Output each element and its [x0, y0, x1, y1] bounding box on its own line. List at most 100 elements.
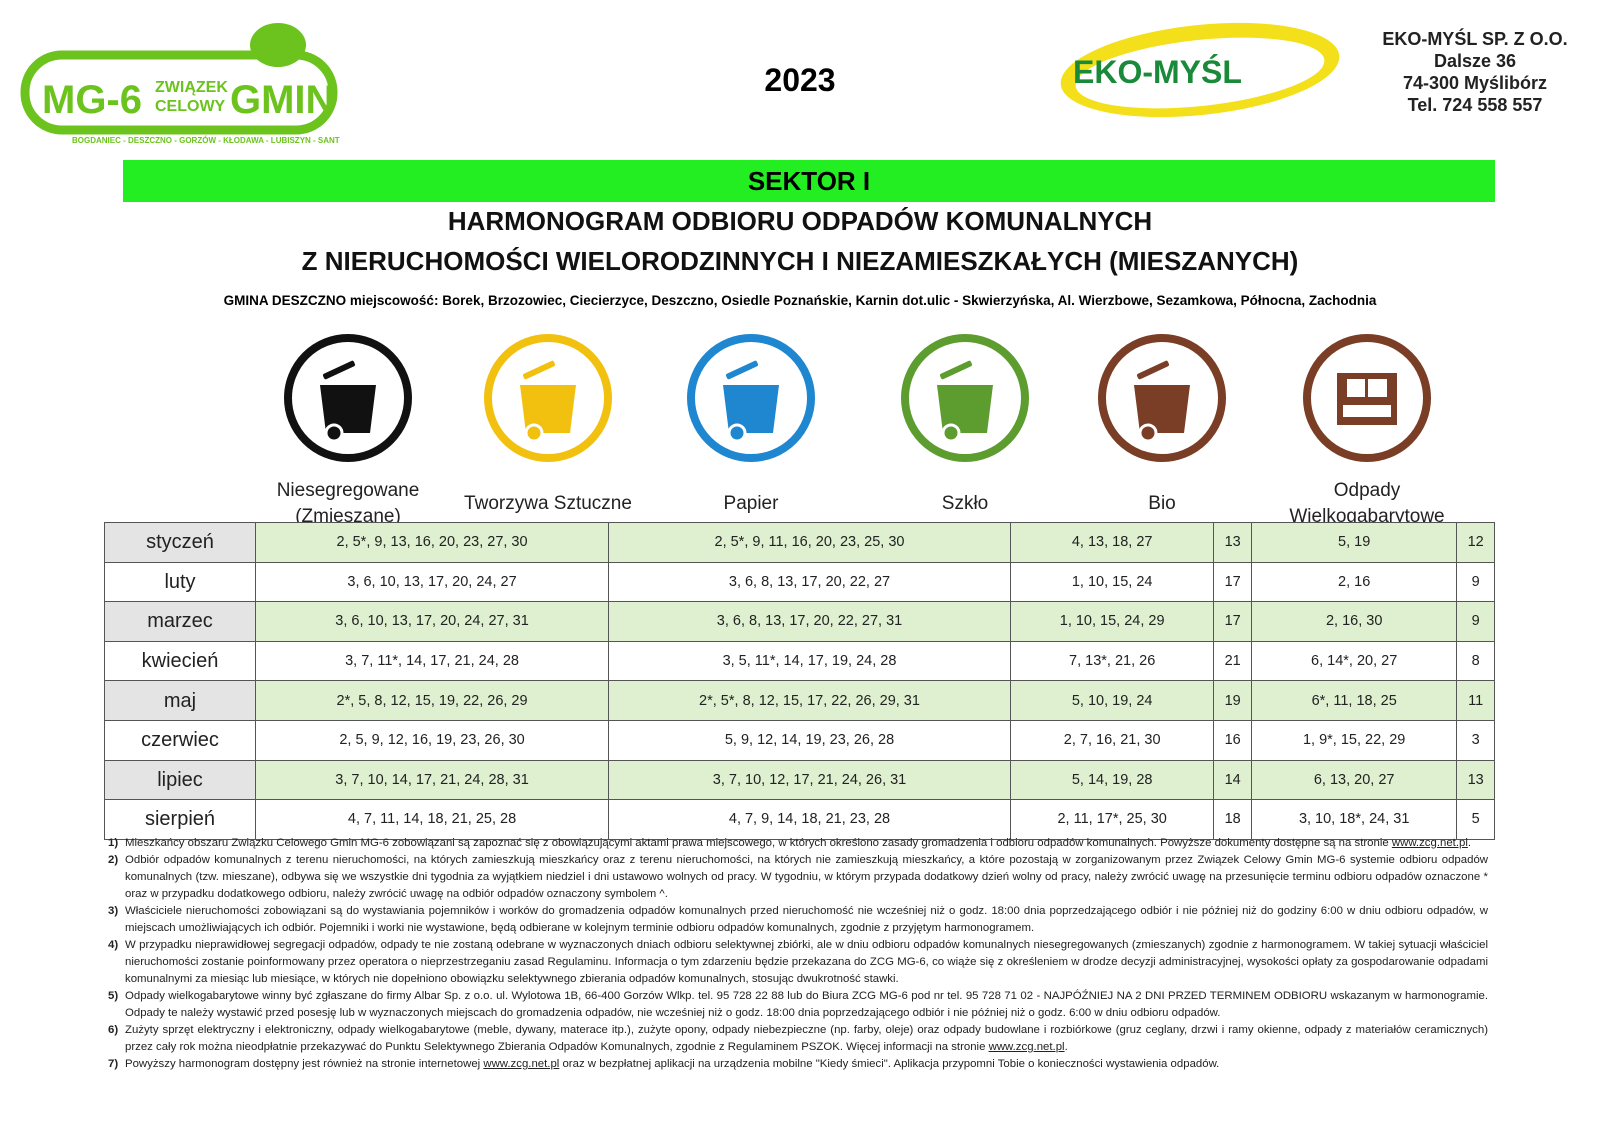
- table-row: kwiecień 3, 7, 11*, 14, 17, 21, 24, 28 3, …: [104, 640, 1495, 682]
- dates-cell: 13: [1213, 522, 1252, 563]
- dates-cell: 6, 14*, 20, 27: [1250, 640, 1458, 682]
- company-info: EKO-MYŚL SP. Z O.O. Dalsze 36 74-300 Myś…: [1360, 28, 1590, 116]
- dates-cell: 1, 10, 15, 24, 29: [1009, 601, 1215, 642]
- table-row: maj 2*, 5, 8, 12, 15, 19, 22, 26, 29 2*, 5…: [104, 680, 1495, 721]
- dates-cell: 2, 5, 9, 12, 16, 19, 23, 26, 30: [254, 719, 610, 761]
- company-name: EKO-MYŚL SP. Z O.O.: [1382, 29, 1568, 49]
- column-header: Tworzywa Sztuczne: [464, 493, 632, 514]
- dates-cell: 2*, 5, 8, 12, 15, 19, 22, 26, 29: [254, 680, 610, 721]
- dates-cell: 3, 5, 11*, 14, 17, 19, 24, 28: [608, 640, 1011, 682]
- footnote: 2) Odbiór odpadów komunalnych z terenu ni…: [108, 852, 1488, 903]
- website-link[interactable]: www.zcg.net.pl: [988, 1041, 1065, 1053]
- trash-bin-icon: [897, 333, 1033, 463]
- dates-cell: 8: [1456, 640, 1495, 682]
- table-row: luty 3, 6, 10, 13, 17, 20, 24, 27 3, 6, 8,…: [104, 561, 1495, 603]
- dates-cell: 21: [1213, 640, 1252, 682]
- trash-bin-icon: [280, 333, 416, 463]
- table-row: lipiec 3, 7, 10, 14, 17, 21, 24, 28, 31 3,…: [104, 759, 1495, 801]
- footnote-text-after: oraz w bezpłatnej aplikacji na urządzeni…: [559, 1058, 1220, 1070]
- dates-cell: 1, 9*, 15, 22, 29: [1250, 719, 1458, 761]
- dates-cell: 16: [1213, 719, 1252, 761]
- footnote-text: Mieszkańcy obszaru Związku Celowego Gmin…: [125, 837, 1392, 849]
- dates-cell: 2, 7, 16, 21, 30: [1009, 719, 1215, 761]
- footnote-number: 4): [108, 939, 119, 951]
- sector-banner: SEKTOR I: [123, 160, 1495, 202]
- dates-cell: 18: [1213, 799, 1252, 840]
- dates-cell: 6, 13, 20, 27: [1250, 759, 1458, 801]
- dates-cell: 5, 10, 19, 24: [1009, 680, 1215, 721]
- trash-bin-icon: [1094, 333, 1230, 463]
- dates-cell: 3, 7, 10, 14, 17, 21, 24, 28, 31: [254, 759, 610, 801]
- footnote-number: 2): [108, 854, 119, 866]
- dates-cell: 17: [1213, 601, 1252, 642]
- column-header: Szkło: [941, 493, 989, 514]
- footnote-text: Powyższy harmonogram dostępny jest równi…: [125, 1058, 484, 1070]
- footnote-number: 1): [108, 837, 119, 849]
- eko-mysl-logo: EKO-MYŚL: [1055, 15, 1355, 125]
- month-cell: sierpień: [104, 799, 256, 840]
- month-cell: styczeń: [104, 522, 256, 563]
- dates-cell: 11: [1456, 680, 1495, 721]
- furniture-icon: [1299, 333, 1435, 463]
- footnote-number: 5): [108, 990, 119, 1002]
- company-street: Dalsze 36: [1433, 51, 1517, 71]
- month-cell: czerwiec: [104, 719, 256, 761]
- dates-cell: 5: [1456, 799, 1495, 840]
- dates-cell: 4, 7, 9, 14, 18, 21, 23, 28: [608, 799, 1011, 840]
- dates-cell: 3, 10, 18*, 24, 31: [1250, 799, 1458, 840]
- month-cell: marzec: [104, 601, 256, 642]
- title-line-2: Z NIERUCHOMOŚCI WIELORODZINNYCH I NIEZAM…: [301, 246, 1299, 276]
- footnote-number: 7): [108, 1058, 119, 1070]
- dates-cell: 3, 6, 10, 13, 17, 20, 24, 27, 31: [254, 601, 610, 642]
- dates-cell: 3: [1456, 719, 1495, 761]
- dates-cell: 5, 19: [1250, 522, 1458, 563]
- svg-text:GMIN: GMIN: [230, 78, 334, 122]
- table-row: czerwiec 2, 5, 9, 12, 16, 19, 23, 26, 30 5…: [104, 719, 1495, 761]
- website-link[interactable]: www.zcg.net.pl: [483, 1058, 560, 1070]
- dates-cell: 9: [1456, 561, 1495, 603]
- year: 2023: [764, 62, 836, 98]
- dates-cell: 5, 9, 12, 14, 19, 23, 26, 28: [608, 719, 1011, 761]
- footnote-text-after: .: [1064, 1041, 1068, 1053]
- title-line-1: HARMONOGRAM ODBIORU ODPADÓW KOMUNALNYCH: [447, 206, 1153, 236]
- dates-cell: 2*, 5*, 8, 12, 15, 17, 22, 26, 29, 31: [608, 680, 1011, 721]
- month-cell: kwiecień: [104, 640, 256, 682]
- svg-text:ZWIĄZEK: ZWIĄZEK: [155, 79, 228, 96]
- footnote-text: Właściciele nieruchomości zobowiązani są…: [125, 905, 1488, 934]
- footnote-text: Zużyty sprzęt elektryczny i elektroniczn…: [125, 1024, 1488, 1053]
- table-row: styczeń 2, 5*, 9, 13, 16, 20, 23, 27, 30 2…: [104, 522, 1495, 563]
- company-phone: Tel. 724 558 557: [1407, 95, 1543, 115]
- dates-cell: 17: [1213, 561, 1252, 603]
- dates-cell: 3, 6, 8, 13, 17, 20, 22, 27, 31: [608, 601, 1011, 642]
- gmina-locations: GMINA DESZCZNO miejscowość: Borek, Brzoz…: [223, 293, 1377, 308]
- column-header: Papier: [723, 493, 779, 514]
- dates-cell: 1, 10, 15, 24: [1009, 561, 1215, 603]
- footnote: 4) W przypadku nieprawidłowej segregacji …: [108, 937, 1488, 988]
- month-cell: luty: [104, 561, 256, 603]
- column-header: Niesegregowane (Zmieszane): [276, 480, 420, 527]
- footnote: 6) Zużyty sprzęt elektryczny i elektronic…: [108, 1022, 1488, 1056]
- svg-text:BOGDANIEC - DESZCZNO - GORZÓW: BOGDANIEC - DESZCZNO - GORZÓW - KŁODAWA …: [72, 136, 340, 145]
- dates-cell: 2, 16: [1250, 561, 1458, 603]
- dates-cell: 3, 7, 10, 12, 17, 21, 24, 26, 31: [608, 759, 1011, 801]
- table-row: sierpień 4, 7, 11, 14, 18, 21, 25, 28 4, 7…: [104, 799, 1495, 840]
- footnote: 7) Powyższy harmonogram dostępny jest rów…: [108, 1056, 1488, 1073]
- footnote: 3) Właściciele nieruchomości zobowiązani …: [108, 903, 1488, 937]
- svg-text:MG-6: MG-6: [42, 78, 142, 122]
- footnote-number: 6): [108, 1024, 119, 1036]
- dates-cell: 2, 16, 30: [1250, 601, 1458, 642]
- dates-cell: 3, 6, 10, 13, 17, 20, 24, 27: [254, 561, 610, 603]
- footnote: 1) Mieszkańcy obszaru Związku Celowego Gm…: [108, 835, 1488, 852]
- dates-cell: 2, 11, 17*, 25, 30: [1009, 799, 1215, 840]
- dates-cell: 3, 7, 11*, 14, 17, 21, 24, 28: [254, 640, 610, 682]
- dates-cell: 9: [1456, 601, 1495, 642]
- dates-cell: 13: [1456, 759, 1495, 801]
- column-header: Odpady Wielkogabarytowe: [1289, 480, 1445, 527]
- website-link[interactable]: www.zcg.net.pl: [1391, 837, 1468, 849]
- dates-cell: 5, 14, 19, 28: [1009, 759, 1215, 801]
- footnote-number: 3): [108, 905, 119, 917]
- footnote-text: Odbiór odpadów komunalnych z terenu nier…: [125, 854, 1488, 900]
- footnote-text-after: .: [1467, 837, 1472, 849]
- dates-cell: 2, 5*, 9, 11, 16, 20, 23, 25, 30: [608, 522, 1011, 563]
- month-cell: lipiec: [104, 759, 256, 801]
